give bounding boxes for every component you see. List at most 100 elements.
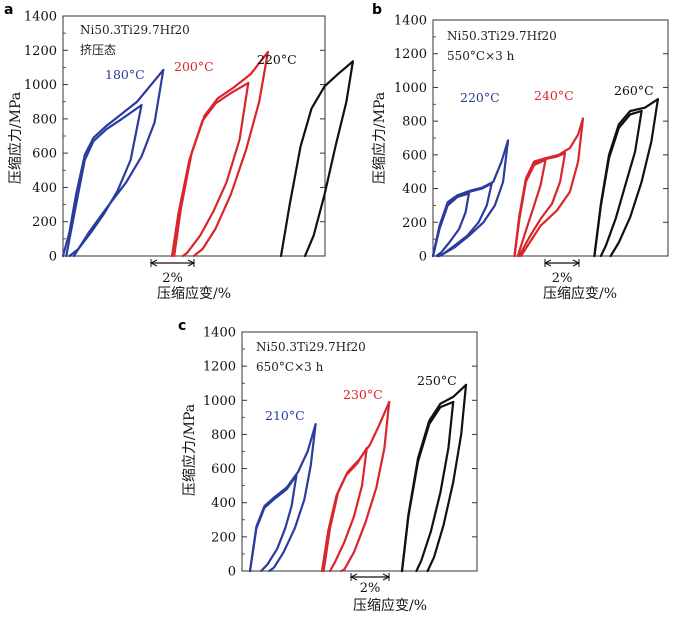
series-temperature-label: 240°C [534,88,574,103]
series-line-load [65,103,143,258]
strain-scale-label: 2% [162,271,183,286]
strain-scale-arrow [382,573,391,581]
series-line-load [593,98,660,258]
y-tick-label: 200 [211,530,236,545]
series-230°C [320,400,391,573]
condition-label: 挤压态 [80,42,116,57]
series-line-unload [438,139,510,258]
panel-c: c 0 200 400 600 800 1000 1200 1400 压缩应力/MPa 压缩应变/%… [178,318,478,614]
y-axis-label: 压缩应力/MPa [371,92,388,184]
series-line-load [61,68,165,258]
panel-a: a 0 200 400 600 800 1000 1200 1400 压缩应力/MPa 压缩应变/%… [4,2,354,302]
series-line-unload [340,400,391,573]
y-tick-label: 800 [211,428,236,443]
y-tick-label: 1400 [203,326,236,341]
panel-b: b 0 200 400 600 800 1000 1200 1400 压缩应力/MPa 压缩应变/%… [371,2,669,302]
series-210°C [248,423,317,573]
series-line-unload [260,474,298,573]
x-axis-label: 压缩应变/% [353,597,427,614]
panel-letter: a [4,2,13,18]
strain-scale-arrow [572,259,581,267]
y-tick-label: 1400 [394,14,427,29]
y-tick-label: 200 [402,216,427,231]
series-line-unload [72,68,165,258]
series-line-unload [415,400,455,573]
y-tick-label: 800 [32,112,57,127]
y-tick-label: 1200 [394,47,427,62]
series-line-load [320,447,368,573]
condition-label: 650°C×3 h [256,360,324,374]
series-temperature-label: 260°C [614,83,654,98]
alloy-label: Ni50.3Ti29.7Hf20 [447,29,557,43]
y-tick-label: 1000 [24,78,57,93]
series-220°C [279,60,354,258]
series-180°C [61,68,165,258]
series-line-load [593,109,643,258]
series-200°C [170,50,269,258]
strain-scale-label: 2% [360,581,381,596]
series-line-unload [516,158,547,258]
strain-scale-arrow [349,573,358,581]
series-temperature-label: 210°C [265,408,305,423]
series-line-unload [268,423,317,573]
series-temperature-label: 230°C [343,387,383,402]
series-line-load [173,50,269,258]
alloy-label: Ni50.3Ti29.7Hf20 [80,23,190,37]
series-240°C [513,117,585,258]
y-tick-label: 1200 [24,44,57,59]
series-line-unload [518,152,567,258]
series-line-load [279,60,354,258]
series-line-load [400,383,468,573]
series-temperature-label: 220°C [257,52,297,67]
y-tick-label: 400 [402,182,427,197]
y-axis-label: 压缩应力/MPa [7,92,24,184]
series-line-unload [519,117,585,258]
x-axis-label: 压缩应变/% [157,285,231,302]
series-temperature-label: 200°C [174,59,214,74]
strain-scale-arrow [187,259,196,267]
strain-scale-arrow [149,259,158,267]
alloy-label: Ni50.3Ti29.7Hf20 [256,340,366,354]
y-tick-label: 0 [49,250,57,265]
series-line-unload [192,50,269,258]
y-tick-label: 600 [32,147,57,162]
series-220°C [431,139,510,258]
series-line-load [431,192,470,258]
y-tick-label: 1000 [203,394,236,409]
series-temperature-label: 220°C [460,90,500,105]
strain-scale-label: 2% [552,271,573,286]
y-tick-label: 1000 [394,81,427,96]
y-tick-label: 400 [211,496,236,511]
y-tick-label: 600 [211,462,236,477]
series-line-unload [435,192,470,258]
condition-label: 550°C×3 h [447,49,515,63]
y-tick-label: 1400 [24,10,57,25]
series-line-unload [426,383,468,573]
y-tick-label: 0 [228,565,236,580]
y-tick-label: 600 [402,148,427,163]
series-line-unload [328,447,368,573]
series-line-unload [609,98,660,258]
strain-scale-arrow [543,259,552,267]
series-260°C [593,98,660,258]
series-250°C [400,383,468,573]
series-line-load [322,400,391,573]
series-line-unload [303,60,354,258]
panel-letter: c [178,318,186,334]
y-tick-label: 0 [419,250,427,265]
series-line-load [248,423,317,573]
series-line-unload [181,81,250,258]
series-temperature-label: 180°C [105,67,145,82]
series-line-load [431,139,510,258]
series-temperature-label: 250°C [417,373,457,388]
y-tick-label: 400 [32,181,57,196]
series-line-unload [599,109,643,258]
y-tick-label: 1200 [203,360,236,375]
panel-letter: b [372,2,382,18]
y-tick-label: 800 [402,115,427,130]
y-tick-label: 200 [32,215,57,230]
y-axis-label: 压缩应力/MPa [181,404,198,496]
series-line-load [513,117,585,258]
x-axis-label: 压缩应变/% [543,285,617,302]
